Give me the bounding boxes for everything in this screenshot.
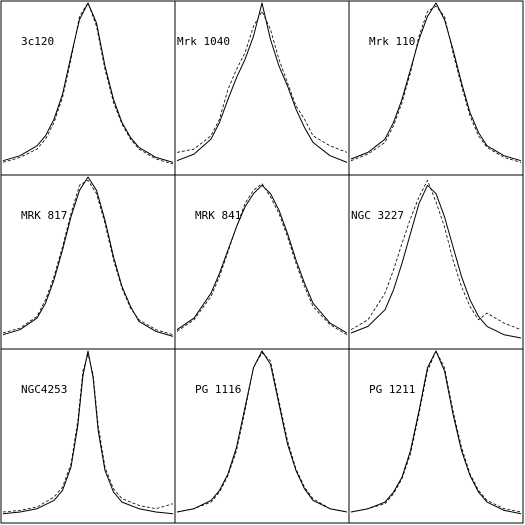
solid-profile-line — [2, 176, 174, 337]
dashed-profile-line — [176, 10, 348, 153]
solid-profile-line — [2, 2, 174, 163]
solid-profile-line — [176, 350, 348, 513]
panel-frame — [348, 174, 524, 350]
dashed-profile-line — [350, 179, 522, 331]
panel-label: 3c120 — [21, 35, 54, 48]
panel-label: Mrk 110 — [369, 35, 415, 48]
solid-profile-line — [176, 2, 348, 163]
solid-profile-line — [2, 350, 174, 515]
panel-label: Mrk 1040 — [177, 35, 230, 48]
dashed-profile-line — [2, 2, 174, 165]
panel-label: NGC 3227 — [351, 209, 404, 222]
panel-frame — [0, 0, 176, 176]
panel-frame — [174, 348, 350, 524]
dashed-profile-line — [2, 353, 174, 513]
panel-frame — [174, 174, 350, 350]
dashed-profile-line — [176, 183, 348, 336]
dashed-profile-line — [350, 5, 522, 163]
panel-mrk-817: MRK 817 — [0, 174, 176, 350]
panel-pg-1211: PG 1211 — [348, 348, 524, 524]
panel-label: PG 1116 — [195, 383, 241, 396]
panel-3c120: 3c120 — [0, 0, 176, 176]
panel-label: MRK 841 — [195, 209, 241, 222]
solid-profile-line — [176, 184, 348, 334]
solid-profile-line — [350, 2, 522, 162]
panel-mrk-841: MRK 841 — [174, 174, 350, 350]
panel-ngc4253: NGC4253 — [0, 348, 176, 524]
panel-label: PG 1211 — [369, 383, 415, 396]
dashed-profile-line — [2, 179, 174, 336]
panel-pg-1116: PG 1116 — [174, 348, 350, 524]
panel-frame — [0, 348, 176, 524]
panel-mrk-110: Mrk 110 — [348, 0, 524, 176]
panel-label: NGC4253 — [21, 383, 67, 396]
dashed-profile-line — [176, 352, 348, 513]
panel-frame — [174, 0, 350, 176]
dashed-profile-line — [350, 350, 522, 513]
panel-frame — [348, 348, 524, 524]
panel-mrk-1040: Mrk 1040 — [174, 0, 350, 176]
panel-label: MRK 817 — [21, 209, 67, 222]
panel-ngc-3227: NGC 3227 — [348, 174, 524, 350]
solid-profile-line — [350, 184, 522, 339]
solid-profile-line — [350, 350, 522, 515]
